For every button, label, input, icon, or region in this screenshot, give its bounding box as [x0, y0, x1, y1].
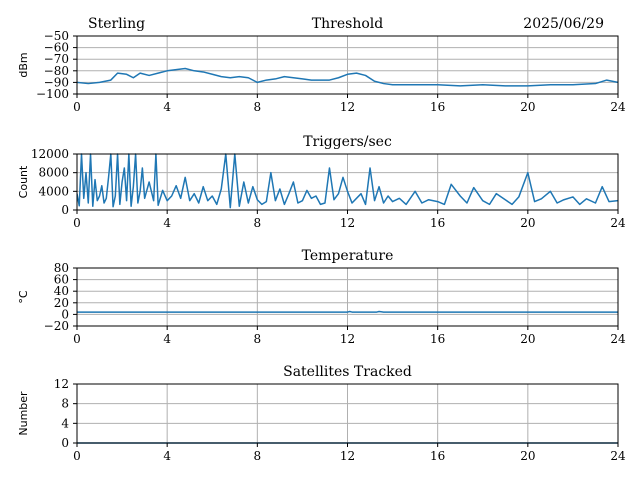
x-tick-label: 12 [340, 332, 355, 346]
series-line [77, 67, 618, 87]
x-tick-label: 20 [520, 449, 535, 463]
x-tick-label: 0 [73, 100, 81, 114]
y-axis-label: °C [17, 290, 30, 304]
x-tick-label: 16 [430, 100, 445, 114]
chart-panel-2: 0 4 8 12 16 20 24 0 4000 8000 12000 Triggers/sec Cou… [17, 134, 626, 230]
x-tick-label: 24 [610, 449, 626, 463]
chart-panel-1: 0 4 8 12 16 20 24 −100−90−80−70−60−50 Threshold d… [17, 16, 626, 114]
y-tick-label: 8 [61, 397, 69, 411]
y-tick-label: 8000 [38, 166, 69, 180]
x-tick-label: 20 [520, 100, 535, 114]
panel-title: Threshold [312, 16, 383, 32]
station-name: Sterling [88, 16, 145, 32]
x-tick-label: 24 [610, 100, 626, 114]
x-tick-label: 0 [73, 332, 81, 346]
y-tick-label: 12000 [31, 147, 69, 161]
x-tick-label: 12 [340, 449, 355, 463]
x-tick-label: 4 [163, 449, 171, 463]
x-tick-label: 0 [73, 216, 81, 230]
x-tick-label: 4 [163, 332, 171, 346]
x-tick-label: 20 [520, 216, 535, 230]
x-tick-label: 8 [254, 332, 262, 346]
y-tick-label: −60 [44, 41, 69, 55]
series-line [77, 310, 618, 313]
y-tick-label: −70 [44, 52, 69, 66]
x-tick-label: 16 [430, 332, 445, 346]
chart-panels: 0 4 8 12 16 20 24 −100−90−80−70−60−50 Threshold d… [17, 16, 626, 463]
y-tick-label: 4000 [38, 184, 69, 198]
x-tick-label: 0 [73, 449, 81, 463]
y-axis-label: dBm [17, 52, 30, 77]
x-tick-label: 24 [610, 216, 626, 230]
y-tick-label: 40 [54, 284, 69, 298]
x-tick-label: 20 [520, 332, 535, 346]
y-tick-label: −100 [36, 87, 69, 101]
panel-title: Satellites Tracked [283, 364, 412, 380]
y-axis-label: Number [17, 391, 30, 436]
y-tick-label: 4 [61, 416, 69, 430]
x-tick-label: 12 [340, 216, 355, 230]
x-tick-label: 12 [340, 100, 355, 114]
x-tick-label: 16 [430, 216, 445, 230]
x-tick-label: 16 [430, 449, 445, 463]
y-tick-label: 0 [61, 203, 69, 217]
series-line [77, 153, 618, 209]
y-tick-label: −80 [44, 64, 69, 78]
y-tick-label: 12 [54, 377, 69, 391]
date-label: 2025/06/29 [523, 16, 604, 32]
x-tick-label: 4 [163, 216, 171, 230]
x-tick-label: 8 [254, 216, 262, 230]
y-axis-label: Count [17, 165, 30, 198]
y-tick-label: 60 [54, 273, 69, 287]
chart-panel-4: 0 4 8 12 16 20 24 0 4 8 12 Satellites Tracked Number [17, 364, 626, 463]
panel-title: Triggers/sec [303, 134, 392, 150]
panel-title: Temperature [302, 248, 394, 264]
y-tick-label: 20 [54, 296, 69, 310]
x-tick-label: 8 [254, 100, 262, 114]
y-tick-label: −20 [44, 319, 69, 333]
y-tick-label: −90 [44, 75, 69, 89]
x-tick-label: 4 [163, 100, 171, 114]
x-tick-label: 8 [254, 449, 262, 463]
y-tick-label: −50 [44, 29, 69, 43]
y-tick-label: 0 [61, 436, 69, 450]
y-tick-label: 0 [61, 307, 69, 321]
y-tick-label: 80 [54, 261, 69, 275]
x-tick-label: 24 [610, 332, 626, 346]
